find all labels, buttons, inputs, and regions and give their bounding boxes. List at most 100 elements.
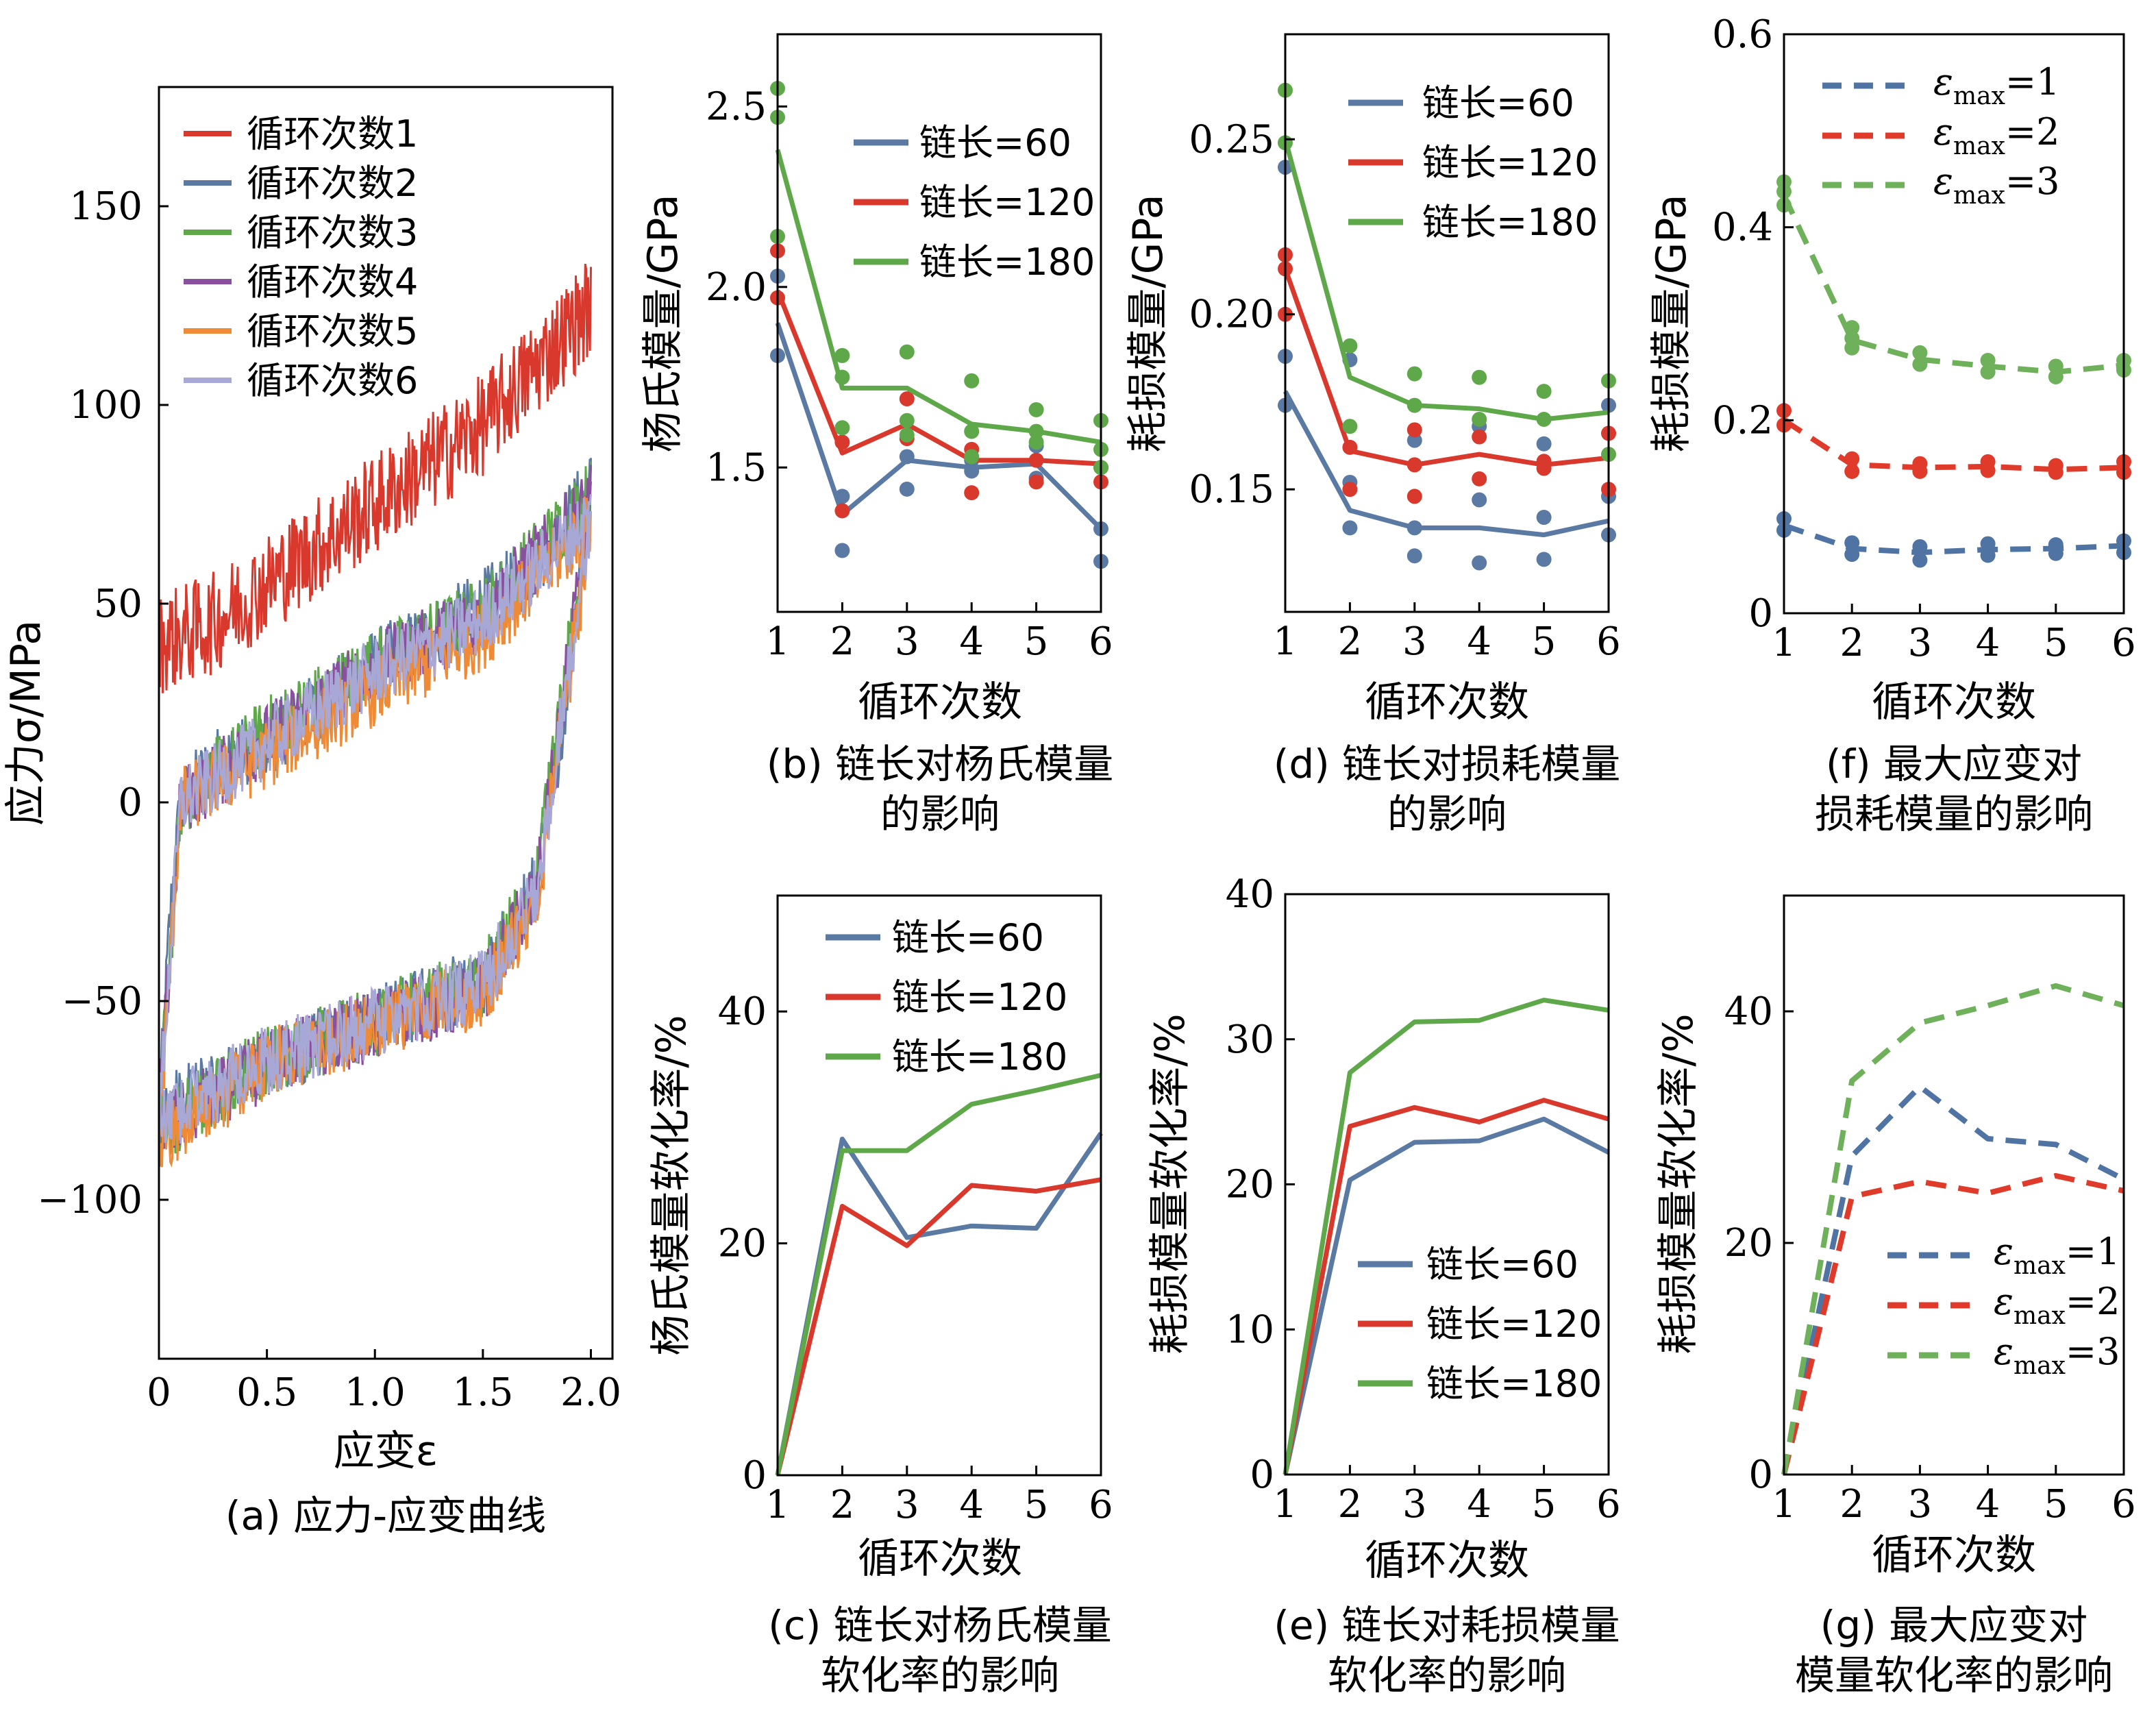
b-series-line-2 <box>775 289 1102 467</box>
b-series-3-point <box>834 347 850 363</box>
b-y-tick-label: 2.5 <box>706 84 767 129</box>
f-series-2-point <box>1844 451 1860 467</box>
a-hysteresis-traces <box>158 263 592 1168</box>
g-legend: εmax=1 εmax=2 εmax=3 <box>1887 1230 2120 1380</box>
b-series-3-point <box>964 373 980 389</box>
e-y-tick-label: 10 <box>1226 1307 1274 1352</box>
f-series-3-point <box>1844 340 1860 356</box>
d-y-tick-label: 0.15 <box>1189 467 1274 512</box>
e-y-tick-label: 0 <box>1250 1453 1274 1497</box>
d-series-line-2 <box>1283 268 1609 467</box>
b-x-tick-label: 5 <box>1024 619 1049 664</box>
b-x-axis-label: 循环次数 <box>858 678 1022 726</box>
c-y-tick-label: 40 <box>718 989 767 1034</box>
f-series-3-point <box>1844 320 1860 336</box>
b-legend-label-120: 链长=120 <box>919 181 1095 224</box>
d-x-tick-label: 2 <box>1338 619 1363 664</box>
b-series-3-point <box>964 423 980 439</box>
d-series-2-point <box>1407 422 1422 438</box>
c-y-tick-label: 20 <box>718 1222 767 1266</box>
e-y-tick-label: 20 <box>1226 1163 1274 1207</box>
c-y-axis-label: 杨氏模量软化率/% <box>647 1015 695 1355</box>
g-x-axis-label: 循环次数 <box>1872 1531 2036 1579</box>
f-series-3-point <box>2048 358 2064 374</box>
b-plot-frame <box>776 33 1102 613</box>
d-x-axis-label: 循环次数 <box>1365 678 1529 726</box>
b-caption-line-2: 的影响 <box>880 791 1000 837</box>
c-series-line-1 <box>775 1131 1103 1476</box>
d-series-1-point <box>1536 436 1552 452</box>
e-x-tick-label: 3 <box>1402 1482 1427 1527</box>
a-y-tick-label: 100 <box>69 383 143 428</box>
f-legend-sub-3: max <box>1953 182 2005 210</box>
b-series-2-point <box>834 434 850 450</box>
e-legend-label-120: 链长=120 <box>1426 1303 1602 1346</box>
f-y-axis-label: 耗损模量/GPa <box>1648 195 1696 453</box>
a-x-tick-label: 1.0 <box>345 1370 406 1415</box>
b-series-2-point <box>1028 474 1044 490</box>
f-series-2-point <box>1912 463 1928 479</box>
f-series-1-point <box>1844 547 1860 563</box>
c-series-line-2 <box>775 1177 1102 1476</box>
b-series-1-point <box>834 489 850 504</box>
f-series-line-1 <box>1783 523 2124 556</box>
b-x-tick-label: 6 <box>1089 619 1113 664</box>
f-series-3-point <box>1912 356 1928 372</box>
e-x-tick-label: 6 <box>1596 1482 1621 1527</box>
d-legend-label-180: 链长=180 <box>1422 201 1598 244</box>
d-y-axis-label: 耗损模量/GPa <box>1124 195 1172 453</box>
f-caption-line-2: 损耗模量的影响 <box>1815 791 2093 837</box>
b-caption-line-1: (b) 链长对杨氏模量 <box>767 741 1114 787</box>
d-x-tick-label: 6 <box>1596 619 1621 664</box>
b-x-tick-label: 2 <box>830 619 855 664</box>
d-legend: 链长=60 链长=120 链长=180 <box>1348 82 1598 244</box>
d-series-2-point <box>1472 429 1487 445</box>
g-y-tick-label: 20 <box>1724 1221 1773 1266</box>
c-plot-frame <box>776 894 1102 1477</box>
f-series-1-point <box>1844 535 1860 551</box>
a-y-tick-label: 150 <box>69 184 143 229</box>
g-x-tick-label: 6 <box>2111 1482 2136 1527</box>
panel-c-youngs-softening: 1 2 3 4 5 6 0 20 40 链长=60 链长=120 链长=180 杨氏模量软化率/… <box>647 894 1113 1699</box>
f-series-2-point <box>1844 463 1860 479</box>
b-series-3-point <box>964 449 980 465</box>
a-caption: (a) 应力-应变曲线 <box>225 1492 546 1539</box>
a-legend-label-4: 循环次数4 <box>247 260 418 304</box>
a-y-tick-label: 0 <box>118 780 143 825</box>
a-cycle-6-loading-trace <box>158 494 592 1122</box>
f-legend-label-1: εmax=1 <box>1933 60 2060 110</box>
a-y-tick-label: 50 <box>94 582 143 626</box>
d-y-tick-label: 0.20 <box>1189 293 1274 337</box>
f-y-tick-label: 0.2 <box>1712 398 1773 443</box>
b-series-2-point <box>964 485 980 501</box>
d-series-2-point <box>1536 454 1552 469</box>
b-series-3-point <box>834 420 850 436</box>
a-x-tick-label: 0.5 <box>236 1370 297 1415</box>
f-series-2-point <box>1980 463 1996 478</box>
c-x-tick-label: 4 <box>959 1483 984 1527</box>
f-caption-line-1: (f) 最大应变对 <box>1826 741 2082 787</box>
g-legend-eps-1: ε <box>1994 1230 2013 1273</box>
d-series-3-point <box>1407 366 1422 382</box>
a-plot-frame <box>158 86 614 1360</box>
f-plot-frame <box>1783 33 2125 615</box>
e-y-tick-label: 30 <box>1226 1018 1274 1062</box>
panel-f-max-strain-loss: 1 2 3 4 5 600.20.40.6 εmax=1 εmax=2 εmax=3 耗损… <box>1648 12 2136 837</box>
e-x-tick-label: 1 <box>1273 1482 1298 1527</box>
c-x-tick-label: 2 <box>830 1483 855 1527</box>
b-series-2-point <box>834 503 850 519</box>
c-series-line-3 <box>775 1072 1102 1476</box>
f-legend-sub-2: max <box>1953 132 2005 160</box>
d-legend-label-60: 链长=60 <box>1422 82 1574 125</box>
b-legend-label-180: 链长=180 <box>919 241 1095 284</box>
b-series-3-point <box>899 344 915 360</box>
d-series-1-point <box>1342 520 1358 536</box>
panel-e-loss-softening: 1 2 3 4 5 6 0 10 20 30 40 链长=60 链长=120 链长=180 耗损模量… <box>1146 872 1621 1699</box>
f-legend-eps-3: ε <box>1933 160 1953 203</box>
f-series-3-point <box>2048 369 2064 384</box>
e-caption-line-2: 软化率的影响 <box>1328 1652 1566 1699</box>
g-legend-eps-3: ε <box>1994 1330 2013 1373</box>
f-legend: εmax=1 εmax=2 εmax=3 <box>1822 60 2060 210</box>
